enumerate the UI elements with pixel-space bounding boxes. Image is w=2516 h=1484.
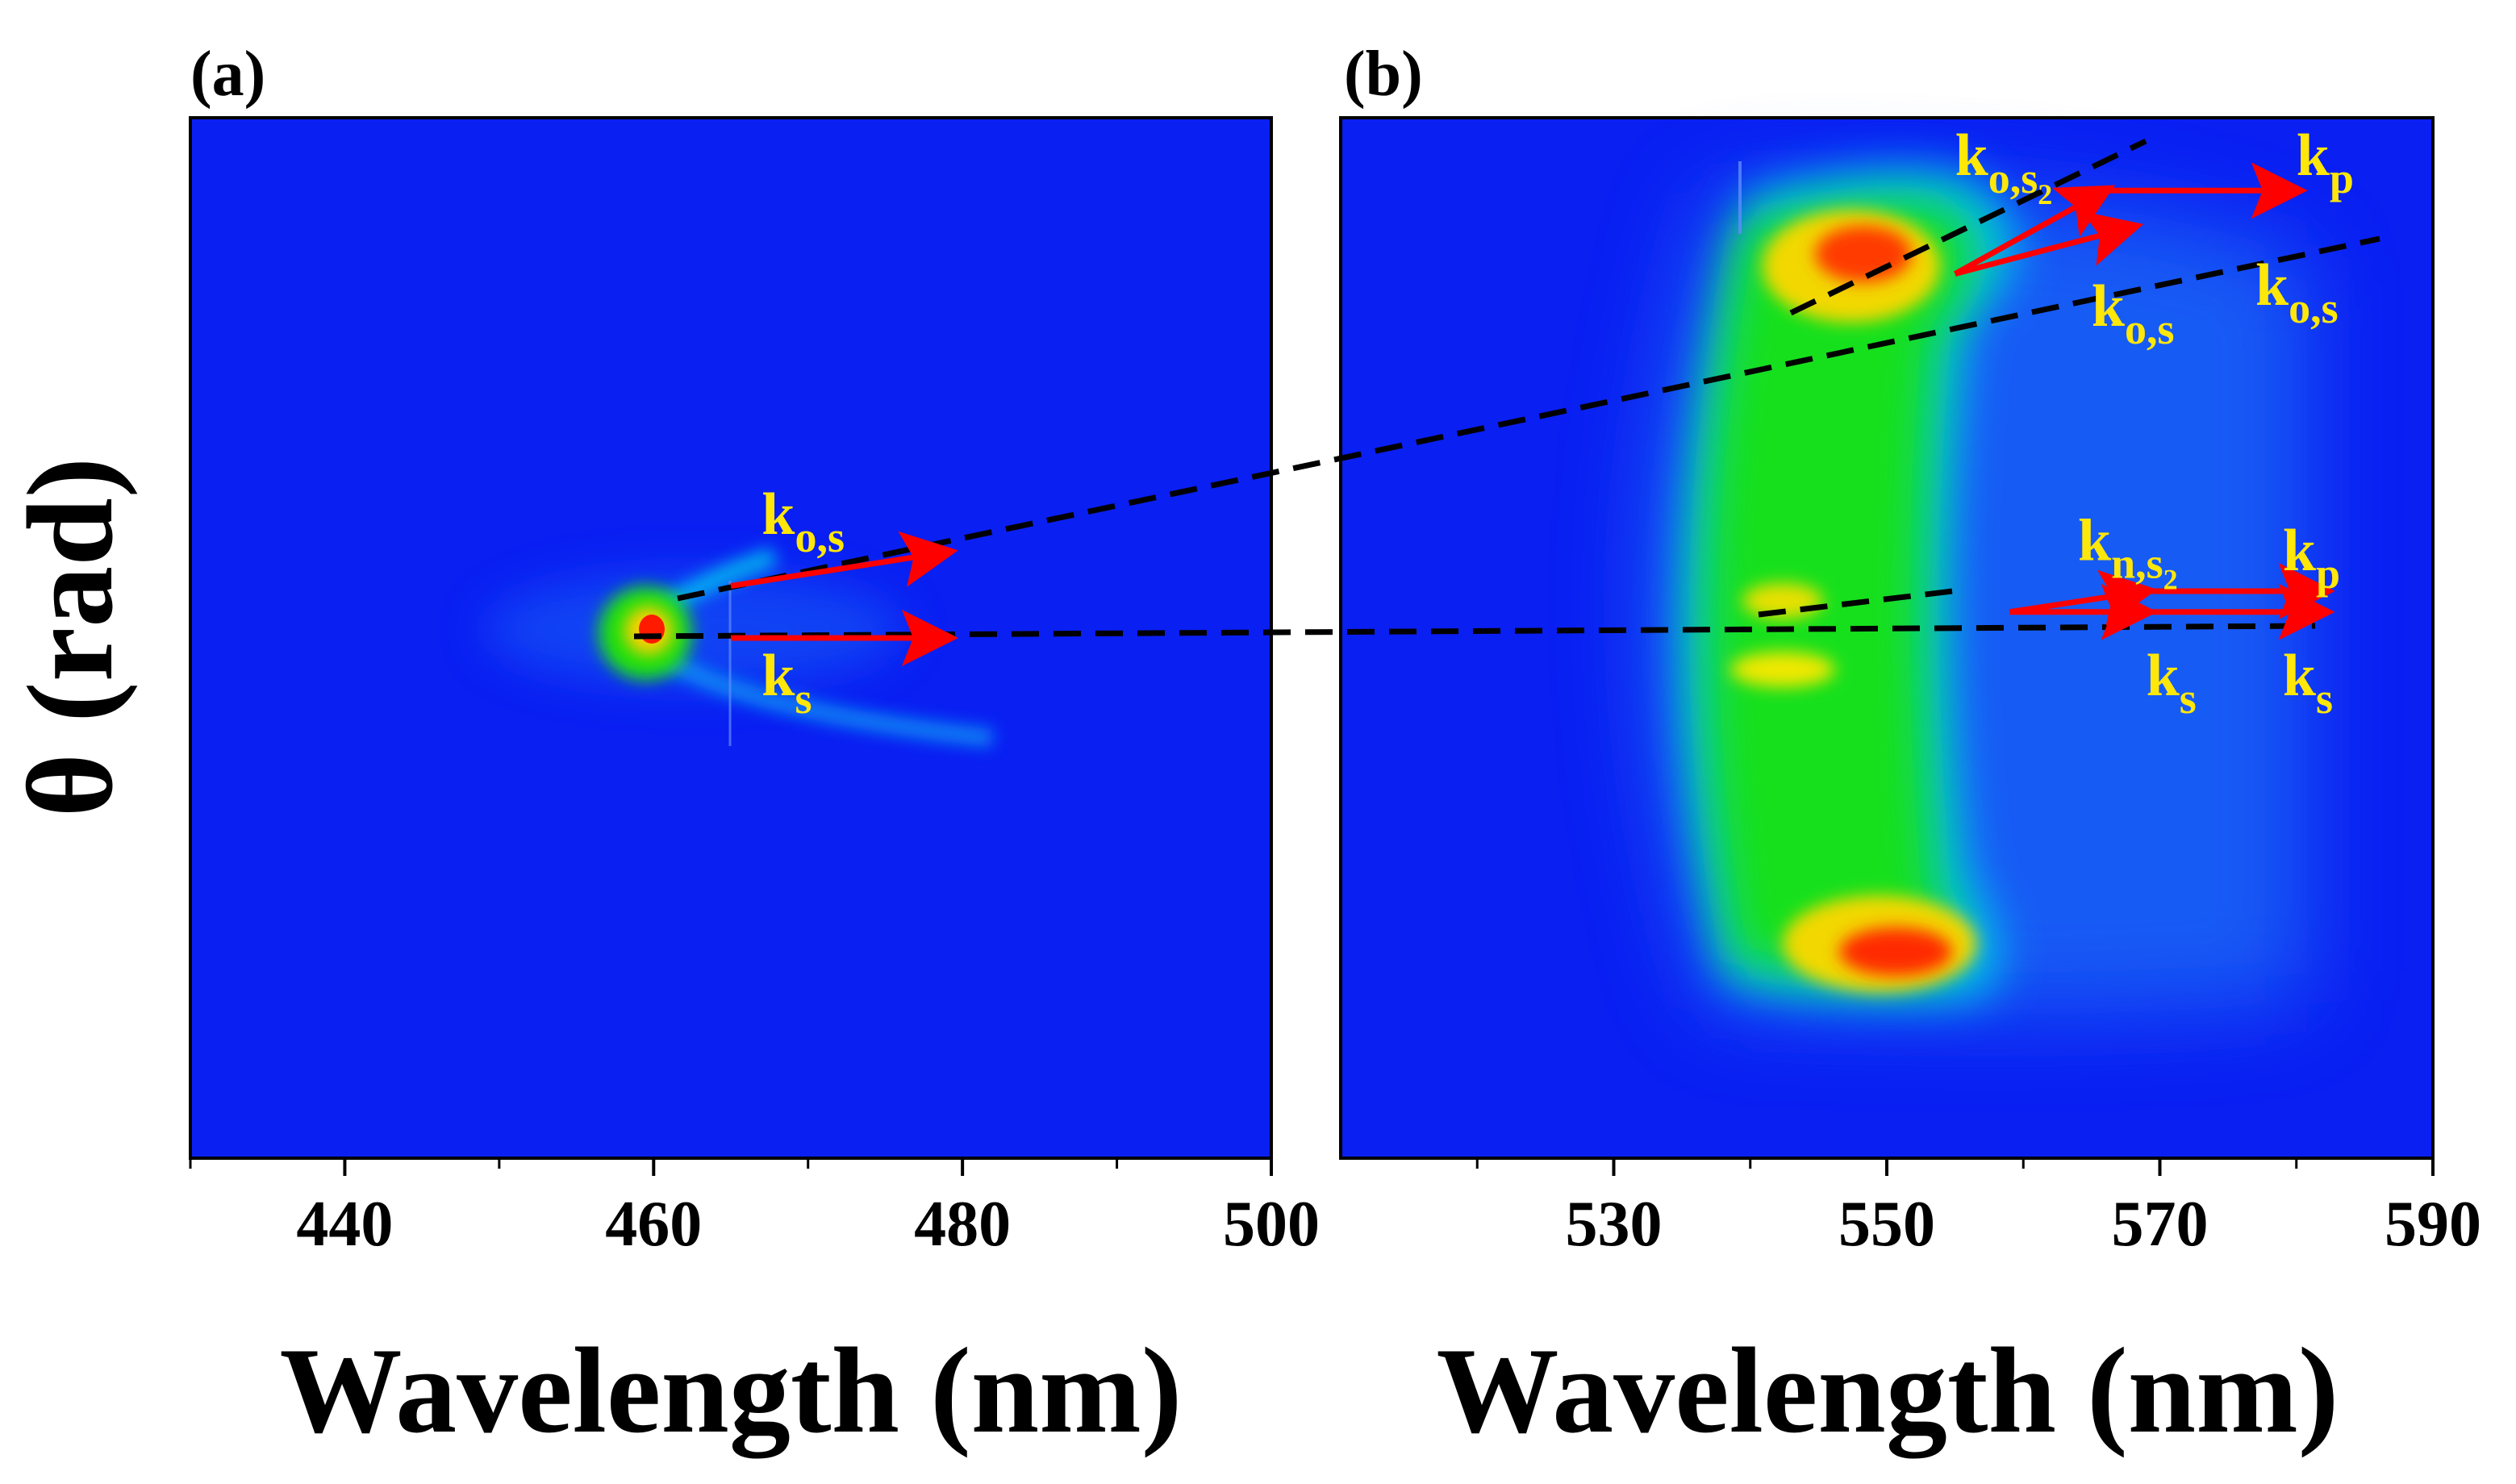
guide-line-panel-b-mid bbox=[1758, 588, 1953, 618]
wavevector-arrow bbox=[1953, 185, 2116, 277]
panel-a-x-axis-title: Wavelength (nm) bbox=[280, 1323, 1183, 1459]
x-tick-label: 480 bbox=[914, 1189, 1011, 1260]
x-tick-label: 500 bbox=[1223, 1189, 1320, 1260]
guide-line-lower bbox=[633, 623, 2316, 640]
x-tick-label: 570 bbox=[2112, 1189, 2209, 1260]
panel-a: 440 460 480 500 (a) Wavelength (nm) bbox=[189, 39, 1320, 1459]
wavevector-arrow bbox=[1954, 211, 2144, 277]
x-tick-label: 590 bbox=[2385, 1189, 2481, 1260]
panel-b-features bbox=[1646, 161, 2307, 1015]
panel-a-halo bbox=[484, 573, 903, 686]
guide-lines bbox=[633, 138, 2380, 640]
panel-a-label: (a) bbox=[190, 39, 265, 110]
panel-a-frame bbox=[189, 116, 1273, 1160]
panel-b-lower-hotspot-red bbox=[1839, 928, 1952, 976]
panel-b-x-axis-title: Wavelength (nm) bbox=[1437, 1323, 2339, 1459]
arrows-layer bbox=[730, 162, 2335, 666]
y-axis-title: θ (rad) bbox=[2, 457, 138, 818]
x-tick-label: 530 bbox=[1566, 1189, 1663, 1260]
guide-line-panel-b-top bbox=[1789, 138, 2147, 316]
panel-a-x-ticks: 440 460 480 500 bbox=[189, 1158, 1320, 1260]
panel-b: 530 550 570 590 (b) Wavelength (nm) bbox=[1339, 39, 2481, 1459]
guide-line-upper bbox=[677, 236, 2380, 602]
x-tick-label: 440 bbox=[296, 1189, 393, 1260]
x-tick-label: 460 bbox=[605, 1189, 702, 1260]
panel-b-mid-spot bbox=[1730, 652, 1835, 687]
panel-a-emission-core bbox=[639, 615, 665, 644]
wavevector-arrow bbox=[730, 531, 958, 589]
panel-b-x-ticks: 530 550 570 590 bbox=[1475, 1158, 2481, 1260]
x-tick-label: 550 bbox=[1838, 1189, 1935, 1260]
panel-b-label: (b) bbox=[1344, 39, 1423, 110]
panel-b-green-body bbox=[1704, 200, 1973, 977]
panel-b-upper-hotspot-red bbox=[1815, 226, 1912, 282]
